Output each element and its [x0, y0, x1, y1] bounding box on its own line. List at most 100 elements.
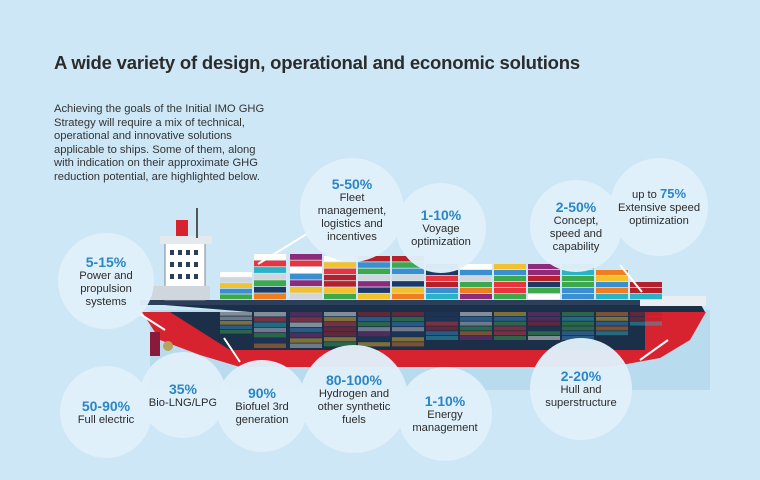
- solution-concept-speed: 2-50% Concept, speed and capability: [530, 180, 622, 272]
- container-reflection-box: [358, 327, 390, 332]
- container-reflection-box: [324, 327, 356, 332]
- container-box: [562, 294, 594, 300]
- container-reflection-box: [596, 312, 628, 316]
- container-reflection-box: [528, 321, 560, 326]
- container-reflection-box: [324, 312, 356, 317]
- container-box: [630, 294, 662, 300]
- container-box: [290, 267, 322, 273]
- container-box: [358, 262, 390, 268]
- solution-hydrogen: 80-100% Hydrogen and other synthetic fue…: [300, 345, 408, 453]
- solution-percentage-line: up to 75%: [632, 186, 686, 202]
- container-reflection-box: [290, 317, 322, 322]
- container-box: [494, 270, 526, 276]
- solution-label: Hull and superstructure: [545, 384, 617, 409]
- container-reflection-box: [630, 321, 662, 326]
- container-reflection-box: [220, 325, 252, 330]
- container-reflection-box: [358, 312, 390, 317]
- container-box: [254, 293, 286, 300]
- container-reflection-box: [528, 331, 560, 336]
- rudder: [150, 332, 160, 356]
- container-reflection: [220, 312, 662, 348]
- bridge-windows: [170, 250, 198, 279]
- container-box: [528, 288, 560, 294]
- solution-percentage: 5-15%: [85, 253, 127, 270]
- solution-label: Full electric: [77, 413, 135, 426]
- container-reflection-box: [460, 336, 492, 340]
- container-box: [254, 286, 286, 293]
- solution-percentage: 35%: [168, 380, 198, 397]
- container-box: [460, 264, 492, 270]
- container-box: [630, 288, 662, 294]
- container-box: [596, 270, 628, 276]
- container-reflection-box: [528, 336, 560, 340]
- solution-percentage: 1-10%: [420, 207, 462, 223]
- solution-fleet-management: 5-50% Fleet management, logistics and in…: [300, 158, 404, 262]
- container-reflection-box: [562, 316, 594, 321]
- container-reflection-box: [426, 326, 458, 331]
- container-box: [392, 281, 424, 287]
- solution-hull-superstructure: 2-20% Hull and superstructure: [530, 338, 632, 440]
- container-box: [426, 294, 458, 300]
- container-box: [358, 281, 390, 287]
- container-reflection-box: [426, 316, 458, 321]
- container-box: [220, 272, 252, 277]
- intro-text: Achieving the goals of the Initial IMO G…: [54, 103, 265, 183]
- container-box: [324, 293, 356, 300]
- solution-full-electric: 50-90% Full electric: [60, 366, 152, 458]
- container-box: [358, 256, 390, 262]
- solution-percentage: 5-50%: [331, 176, 373, 192]
- container-reflection-box: [426, 331, 458, 336]
- container-reflection-box: [358, 332, 390, 337]
- mast: [196, 208, 198, 238]
- container-reflection-box: [392, 337, 424, 342]
- container-reflection-box: [630, 312, 662, 316]
- solution-energy-management: 1-10% Energy management: [398, 367, 492, 461]
- container-reflection-box: [324, 317, 356, 322]
- solution-percentage: 75%: [659, 186, 687, 201]
- pointer-lines: [139, 231, 669, 363]
- solution-prefix: up to: [631, 189, 657, 201]
- container-reflection-box: [358, 322, 390, 327]
- container-reflection-box: [392, 342, 424, 347]
- container-box: [528, 294, 560, 300]
- container-box: [392, 268, 424, 275]
- container-box: [358, 287, 390, 293]
- stern-deck: [150, 286, 210, 300]
- solution-label: Voyage optimization: [411, 223, 471, 248]
- container-reflection-box: [426, 321, 458, 326]
- container-reflection-box: [254, 312, 286, 317]
- container-reflection-box: [220, 329, 252, 334]
- funnel: [176, 220, 188, 236]
- container-reflection-box: [630, 316, 662, 321]
- container-reflection-box: [494, 331, 526, 336]
- container-box: [290, 286, 322, 293]
- container-reflection-box: [494, 316, 526, 321]
- container-reflection-box: [324, 337, 356, 342]
- container-reflection-box: [460, 321, 492, 326]
- solution-label: Hydrogen and other synthetic fuels: [317, 387, 391, 426]
- solution-label: Power and propulsion systems: [79, 269, 133, 308]
- container-reflection-box: [494, 326, 526, 331]
- solution-percentage: 2-50%: [555, 198, 597, 215]
- container-reflection-box: [392, 317, 424, 322]
- container-reflection-box: [358, 337, 390, 342]
- container-reflection-box: [254, 333, 286, 338]
- container-reflection-box: [290, 338, 322, 343]
- container-reflection-box: [220, 320, 252, 325]
- container-box: [562, 276, 594, 282]
- container-box: [220, 277, 252, 283]
- container-reflection-box: [596, 316, 628, 321]
- container-reflection-box: [254, 327, 286, 333]
- container-box: [392, 274, 424, 281]
- solution-label: Biofuel 3rd generation: [235, 401, 289, 426]
- container-box: [220, 288, 252, 294]
- solution-label: Energy management: [412, 409, 478, 434]
- solution-biofuel: 90% Biofuel 3rd generation: [216, 360, 308, 452]
- solution-bio-lng: 35% Bio-LNG/LPG: [140, 352, 226, 438]
- container-box: [392, 262, 424, 268]
- container-box: [528, 276, 560, 282]
- container-box: [426, 288, 458, 294]
- container-box: [358, 293, 390, 300]
- container-reflection-box: [324, 342, 356, 347]
- container-reflection-box: [324, 322, 356, 327]
